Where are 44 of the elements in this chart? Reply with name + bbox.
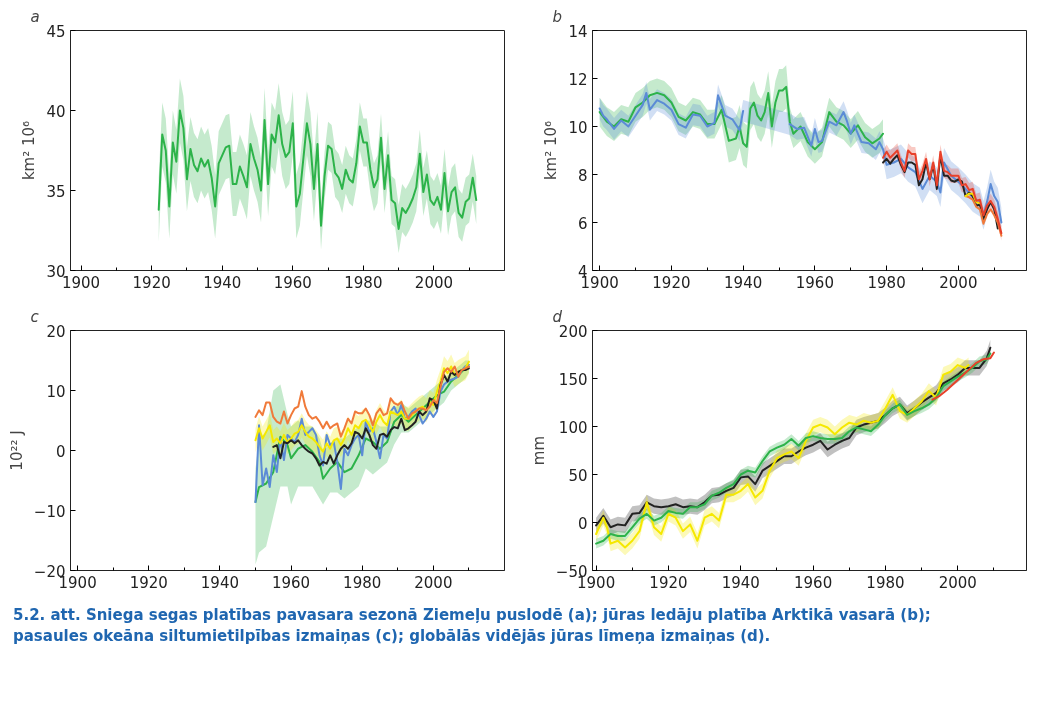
y-tick-label: 40 [46,102,66,121]
x-tick-label: 1940 [721,573,760,592]
x-tick-label: 1920 [132,273,171,292]
chart-title: c [30,307,40,326]
y-tick-label: 0 [577,514,588,533]
x-tick-label: 1940 [203,273,242,292]
y-tick-label: 150 [558,370,588,389]
y-axis-title: km² 10⁶ [542,120,561,181]
y-tick-label: 10 [568,118,588,137]
y-tick-label: −10 [33,502,66,521]
y-tick-label: 8 [577,166,588,185]
x-tick-label: 1960 [795,273,834,292]
y-tick-label: 100 [558,418,588,437]
y-tick-label: 50 [568,466,588,485]
chart-title: b [552,7,563,26]
y-axis-title: km² 10⁶ [20,120,39,181]
chart-title: a [30,7,40,26]
y-tick-label: 12 [568,70,588,89]
x-tick-label: 1940 [724,273,763,292]
y-tick-label: 35 [46,182,66,201]
x-tick-label: 1940 [200,573,240,592]
y-tick-label: 20 [46,322,66,341]
text: 5.2. att. Sniega segas platības pavasara sezonā Ziemeļu puslodē (a); jūras ledāju platība Arktikā vasarā (b); pasaules okeāna siltumietilpības izmaiņas (c); globālās vidējās jūras līmeņa izmaiņas (d). [13,605,932,647]
x-tick-label: 1980 [344,273,383,292]
x-tick-label: 1920 [129,573,168,592]
x-tick-label: 2000 [414,573,453,592]
x-tick-label: 2000 [414,273,454,292]
x-tick-label: 1920 [649,573,688,592]
x-tick-label: 1920 [652,273,691,292]
x-tick-label: 1960 [794,573,833,592]
y-tick-label: 14 [568,22,588,41]
y-tick-label: 45 [46,22,66,41]
x-tick-label: 2000 [939,273,978,292]
y-tick-label: 10 [46,382,66,401]
y-axis-title: mm [529,435,548,466]
x-tick-label: 1960 [271,573,311,592]
y-tick-label: 0 [55,442,66,461]
y-axis-title: 10²² J [7,430,26,471]
x-tick-label: 1980 [866,573,905,592]
x-tick-label: 1980 [343,573,382,592]
x-tick-label: 1980 [867,273,906,292]
x-tick-label: 2000 [938,573,977,592]
y-tick-label: 6 [577,214,588,233]
x-tick-label: 1960 [273,273,312,292]
